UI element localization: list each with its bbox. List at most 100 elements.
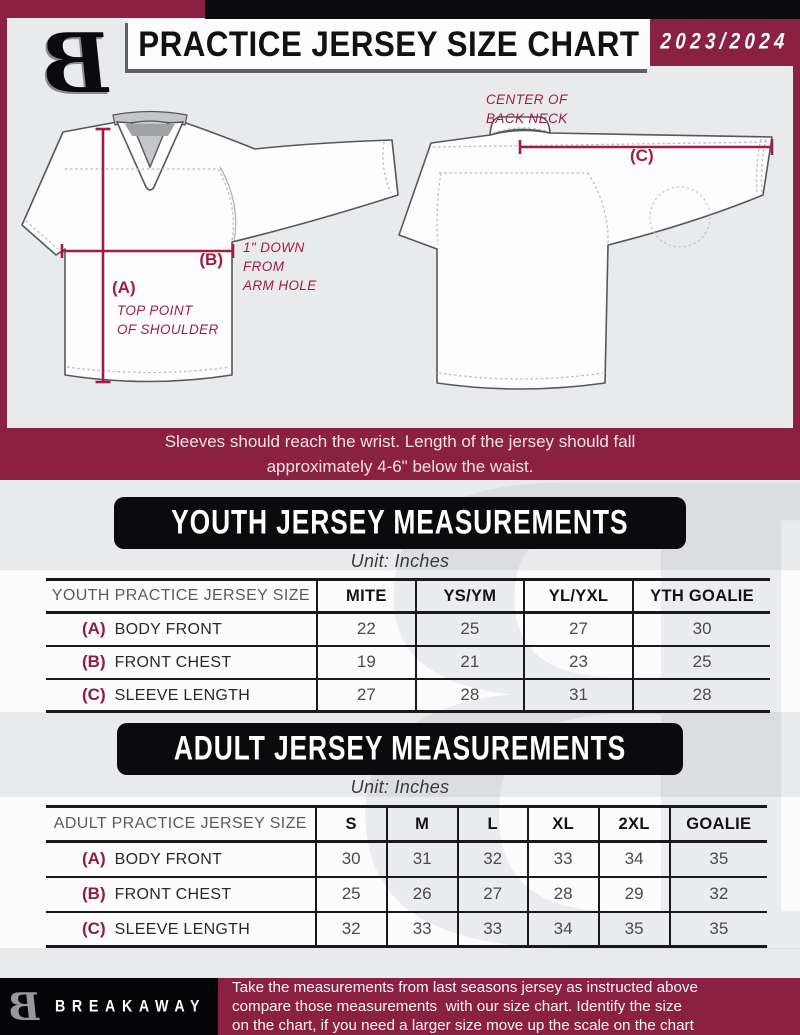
table-row: (A) BODY FRONT 22 25 27 30: [46, 612, 770, 646]
page-title: PRACTICE JERSEY SIZE CHART: [138, 23, 640, 64]
row-label-cell: (B) FRONT CHEST: [46, 646, 317, 679]
size-header: M: [385, 806, 458, 842]
footer-instructions-text: Take the measurements from last seasons …: [232, 979, 698, 1034]
fit-notice-banner: Sleeves should reach the wrist. Length o…: [0, 428, 800, 480]
size-header: MITE: [315, 579, 416, 613]
row-label: SLEEVE LENGTH: [114, 920, 251, 938]
value-cell: 33: [526, 841, 599, 877]
footer-brand-box: B BREAKAWAY: [0, 978, 218, 1035]
measure-a-label: (A): [112, 278, 136, 297]
value-cell: 25: [632, 645, 770, 679]
row-label: BODY FRONT: [114, 621, 223, 639]
value-cell: 35: [597, 911, 670, 947]
table-row: (B) FRONT CHEST 25 26 27 28 29 32: [46, 876, 767, 912]
value-cell: 30: [314, 841, 387, 877]
row-label: FRONT CHEST: [114, 654, 232, 671]
table-row: (C) SLEEVE LENGTH 27 28 31 28: [46, 678, 770, 712]
value-cell: 21: [414, 645, 524, 679]
value-cell: 33: [385, 911, 458, 947]
table-row: (B) FRONT CHEST 19 21 23 25: [46, 645, 770, 679]
measure-c-label: (C): [630, 146, 654, 165]
row-key: (B): [82, 884, 106, 903]
value-cell: 25: [414, 612, 524, 646]
measure-b-note: 1" DOWN FROM ARM HOLE: [243, 240, 317, 293]
size-header: L: [456, 806, 528, 842]
title-bar: PRACTICE JERSEY SIZE CHART: [128, 19, 650, 69]
footer-brand-name: BREAKAWAY: [54, 997, 207, 1016]
row-key: (B): [82, 652, 106, 671]
row-label: FRONT CHEST: [114, 886, 232, 903]
adult-corner-header: ADULT PRACTICE JERSEY SIZE: [53, 815, 307, 832]
fit-notice-text: Sleeves should reach the wrist. Length o…: [164, 431, 636, 477]
youth-section-heading: YOUTH JERSEY MEASUREMENTS: [0, 497, 800, 549]
youth-corner-header: YOUTH PRACTICE JERSEY SIZE: [51, 587, 310, 604]
breakaway-b-logo-icon: B: [36, 16, 116, 112]
value-cell: 31: [522, 678, 634, 712]
adult-heading-text: ADULT JERSEY MEASUREMENTS: [173, 729, 627, 768]
season-label: 2023/2024: [660, 29, 790, 55]
measure-c-note: CENTER OF BACK NECK: [486, 92, 568, 126]
footer-instructions-box: Take the measurements from last seasons …: [218, 978, 800, 1035]
youth-table-body: (A) BODY FRONT 22 25 27 30 (B) FRONT CHEST 19 21 2…: [46, 612, 770, 712]
season-badge: 2023/2024: [650, 19, 800, 66]
row-label: SLEEVE LENGTH: [114, 686, 251, 704]
youth-unit-label: Unit: Inches: [350, 551, 450, 571]
value-cell: 32: [668, 876, 767, 912]
youth-table: YOUTH PRACTICE JERSEY SIZE MITE YS/YM YL/YX…: [46, 578, 770, 713]
value-cell: 32: [314, 911, 387, 947]
value-cell: 28: [632, 678, 770, 712]
size-header: GOALIE: [668, 806, 767, 842]
adult-table-body: (A) BODY FRONT 30 31 32 33 34 35 (B) FRONT CHEST 2…: [46, 841, 767, 947]
youth-heading-text: YOUTH JERSEY MEASUREMENTS: [171, 503, 629, 542]
size-header: XL: [526, 806, 599, 842]
row-key: (C): [82, 918, 106, 938]
value-cell: 31: [385, 841, 458, 877]
value-cell: 30: [632, 612, 770, 646]
table-row: (A) BODY FRONT 30 31 32 33 34 35: [46, 841, 767, 877]
back-jersey-diagram: [398, 116, 774, 390]
adult-section-heading: ADULT JERSEY MEASUREMENTS: [0, 723, 800, 775]
right-edge-strip: [793, 19, 800, 428]
value-cell: 26: [385, 876, 458, 912]
measure-a-note: TOP POINT OF SHOULDER: [117, 303, 219, 337]
value-cell: 34: [597, 841, 670, 877]
brand-logo: B: [26, 16, 126, 112]
value-cell: 28: [526, 876, 599, 912]
value-cell: 27: [315, 678, 416, 712]
row-label-cell: (A) BODY FRONT: [46, 613, 317, 646]
value-cell: 27: [456, 876, 528, 912]
value-cell: 29: [597, 876, 670, 912]
youth-table-wrap: YOUTH PRACTICE JERSEY SIZE MITE YS/YM YL/YX…: [46, 578, 770, 713]
size-header: 2XL: [597, 806, 670, 842]
adult-table-head-row: ADULT PRACTICE JERSEY SIZE S M L XL 2XL GOALIE: [46, 806, 767, 842]
value-cell: 22: [315, 612, 416, 646]
adult-unit-label: Unit: Inches: [350, 777, 450, 797]
value-cell: 28: [414, 678, 524, 712]
row-key: (A): [82, 849, 106, 869]
value-cell: 34: [526, 911, 599, 947]
adult-table-wrap: ADULT PRACTICE JERSEY SIZE S M L XL 2XL GOALIE…: [46, 805, 767, 948]
size-header: YL/YXL: [522, 579, 634, 613]
value-cell: 19: [315, 645, 416, 679]
front-jersey-diagram: [21, 110, 399, 384]
youth-table-head-row: YOUTH PRACTICE JERSEY SIZE MITE YS/YM YL/YX…: [46, 579, 770, 613]
left-edge-strip: [0, 18, 7, 428]
footer-b-logo-icon: B: [5, 983, 43, 1029]
value-cell: 33: [456, 911, 528, 947]
value-cell: 25: [314, 876, 387, 912]
row-key: (C): [82, 684, 106, 704]
row-label: BODY FRONT: [114, 851, 223, 869]
value-cell: 32: [456, 841, 528, 877]
value-cell: 23: [522, 645, 634, 679]
size-header: S: [314, 806, 387, 842]
row-label-cell: (C) SLEEVE LENGTH: [46, 912, 316, 947]
row-key: (A): [82, 619, 106, 639]
top-bar-black: [205, 0, 800, 19]
size-header: YS/YM: [414, 579, 524, 613]
row-label-cell: (A) BODY FRONT: [46, 842, 316, 877]
row-label-cell: (C) SLEEVE LENGTH: [46, 679, 317, 712]
top-bar-maroon: [0, 0, 205, 18]
table-row: (C) SLEEVE LENGTH 32 33 33 34 35 35: [46, 911, 767, 947]
value-cell: 35: [668, 841, 767, 877]
